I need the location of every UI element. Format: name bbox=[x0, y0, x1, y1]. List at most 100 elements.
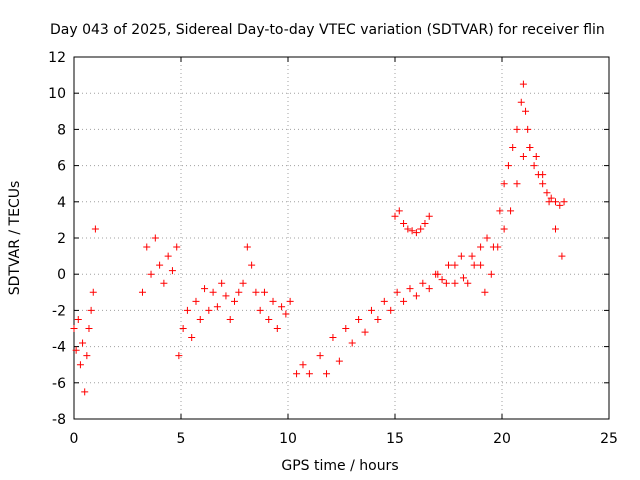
data-point bbox=[552, 225, 559, 233]
data-point bbox=[196, 315, 204, 323]
data-point bbox=[524, 125, 532, 133]
data-point bbox=[412, 292, 420, 300]
data-point bbox=[470, 261, 478, 269]
data-point bbox=[299, 361, 307, 369]
data-point bbox=[305, 370, 313, 378]
data-point bbox=[179, 325, 187, 332]
data-point bbox=[425, 212, 433, 220]
data-point bbox=[459, 274, 467, 282]
data-point bbox=[218, 279, 226, 287]
data-point bbox=[477, 261, 485, 269]
data-point bbox=[519, 153, 527, 161]
data-point bbox=[558, 252, 566, 260]
data-point bbox=[239, 279, 247, 287]
x-tick-label: 10 bbox=[279, 431, 297, 447]
data-point bbox=[87, 306, 95, 314]
data-point bbox=[496, 207, 504, 215]
data-point bbox=[205, 306, 213, 314]
data-point bbox=[286, 297, 294, 305]
data-point bbox=[552, 198, 559, 206]
data-point bbox=[72, 346, 80, 354]
data-point bbox=[335, 357, 343, 365]
data-point bbox=[183, 306, 191, 314]
data-point bbox=[329, 334, 337, 342]
data-points bbox=[70, 80, 568, 396]
chart-title: Day 043 of 2025, Sidereal Day-to-day VTE… bbox=[50, 22, 605, 38]
data-point bbox=[269, 297, 277, 305]
data-point bbox=[522, 107, 530, 115]
data-point bbox=[89, 288, 97, 296]
data-point bbox=[168, 267, 176, 275]
data-point bbox=[151, 234, 159, 242]
data-point bbox=[243, 243, 251, 251]
data-point bbox=[293, 370, 301, 378]
data-point bbox=[323, 370, 331, 378]
data-point bbox=[222, 292, 230, 300]
data-point bbox=[226, 315, 234, 323]
y-tick-label: 0 bbox=[57, 267, 66, 283]
data-point bbox=[213, 303, 221, 311]
data-point bbox=[138, 288, 146, 296]
data-point bbox=[519, 80, 527, 88]
data-point bbox=[393, 288, 401, 296]
x-tick-label: 5 bbox=[177, 431, 186, 447]
data-point bbox=[175, 352, 183, 360]
data-point bbox=[481, 288, 489, 296]
y-tick-label: -8 bbox=[52, 412, 66, 428]
data-point bbox=[545, 198, 553, 206]
axis-ticks bbox=[73, 56, 610, 420]
data-point bbox=[483, 234, 491, 242]
data-point bbox=[412, 229, 420, 237]
data-point bbox=[387, 306, 395, 314]
data-point bbox=[504, 162, 512, 170]
data-point bbox=[406, 285, 414, 293]
data-point bbox=[83, 352, 91, 360]
data-point bbox=[408, 227, 416, 235]
data-point bbox=[400, 297, 408, 305]
grid bbox=[74, 57, 609, 419]
data-point bbox=[188, 334, 196, 342]
x-tick-label: 20 bbox=[493, 431, 511, 447]
data-point bbox=[425, 285, 433, 293]
data-point bbox=[487, 270, 495, 278]
data-point bbox=[556, 201, 564, 209]
data-point bbox=[451, 261, 459, 269]
data-point bbox=[438, 276, 446, 284]
data-point bbox=[517, 98, 525, 106]
data-point bbox=[494, 243, 502, 251]
data-point bbox=[156, 261, 164, 269]
data-point bbox=[532, 153, 540, 161]
data-point bbox=[147, 270, 155, 278]
tick-labels: 0 5 10 15 20 25 -8 -6 -4 -2 0 2 4 6 8 10 12 bbox=[48, 50, 618, 447]
y-tick-label: 8 bbox=[57, 122, 66, 138]
data-point bbox=[355, 315, 363, 323]
y-tick-label: 2 bbox=[57, 231, 66, 247]
data-point bbox=[209, 288, 217, 296]
data-point bbox=[374, 315, 382, 323]
data-point bbox=[509, 144, 517, 151]
data-point bbox=[457, 252, 465, 260]
data-point bbox=[278, 303, 286, 311]
y-tick-label: -4 bbox=[52, 340, 66, 356]
y-tick-label: -2 bbox=[52, 303, 66, 319]
data-point bbox=[530, 162, 538, 170]
data-point bbox=[468, 252, 476, 260]
data-point bbox=[316, 352, 324, 360]
data-point bbox=[273, 325, 281, 332]
data-point bbox=[434, 270, 442, 278]
x-tick-label: 25 bbox=[600, 431, 618, 447]
data-point bbox=[543, 189, 551, 197]
data-point bbox=[91, 225, 99, 233]
data-point bbox=[445, 261, 452, 269]
data-point bbox=[201, 285, 209, 293]
data-point bbox=[500, 225, 508, 233]
data-point bbox=[477, 243, 485, 251]
data-point bbox=[513, 180, 521, 188]
data-point bbox=[76, 361, 84, 369]
y-tick-label: -6 bbox=[52, 376, 66, 392]
data-point bbox=[265, 315, 273, 323]
data-point bbox=[143, 243, 151, 251]
data-point bbox=[442, 279, 450, 287]
data-point bbox=[235, 288, 243, 296]
